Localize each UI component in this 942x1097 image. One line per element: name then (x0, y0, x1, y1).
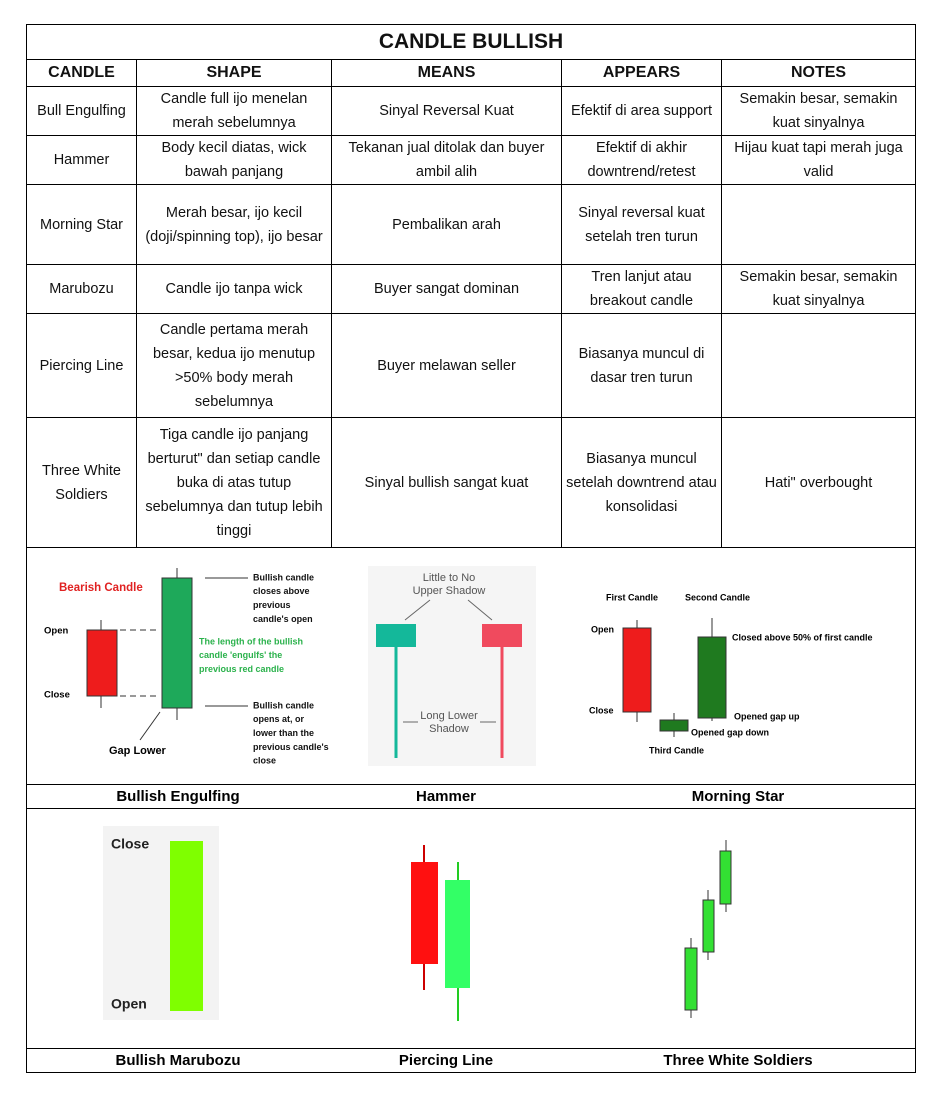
label: Long Lower (420, 710, 478, 722)
table-row: Morning Star Merah besar, ijo kecil (doji… (26, 184, 917, 265)
label: Bullish candle (253, 700, 314, 710)
table-cell: Candle full ijo menelan merah sebelumnya (136, 86, 332, 136)
label: Upper Shadow (413, 585, 486, 597)
table-cell: Candle pertama merah besar, kedua ijo me… (136, 313, 332, 418)
marubozu-figure: Close Open (103, 826, 219, 1020)
label: previous (253, 600, 291, 610)
table-cell (720, 184, 917, 265)
candle-table: CANDLE BULLISH CANDLE SHAPE MEANS APPEARS NO… (25, 24, 917, 548)
table-cell: Hati" overbought (720, 417, 917, 548)
engulfing-figure: Bearish Candle Open Close Gap Lower Bull… (44, 568, 329, 766)
table-row: Piercing Line Candle pertama merah besar,… (26, 313, 917, 418)
column-header: MEANS (331, 59, 562, 87)
column-header: APPEARS (561, 59, 722, 87)
table-cell: Sinyal bullish sangat kuat (331, 417, 562, 548)
table-cell: Buyer sangat dominan (331, 264, 562, 314)
label: Second Candle (685, 592, 750, 602)
table-cell: Tren lanjut atau breakout candle (561, 264, 722, 314)
table-cell: Efektif di area support (561, 86, 722, 136)
caption: Hammer (416, 788, 476, 805)
label: candle's open (253, 614, 313, 624)
label: Bearish Candle (59, 582, 143, 594)
label: Open (591, 624, 614, 634)
label: Close (44, 690, 70, 701)
table-row: Hammer Body kecil diatas, wick bawah panj… (26, 135, 917, 185)
label: Open (44, 626, 68, 637)
label: Closed above 50% of first candle (732, 632, 873, 642)
column-header: NOTES (720, 59, 917, 87)
label: Gap Lower (109, 745, 167, 757)
table-cell: Semakin besar, semakin kuat sinyalnya (720, 264, 917, 314)
column-header: CANDLE (26, 59, 137, 87)
label: candle 'engulfs' the (199, 650, 282, 660)
table-cell: Sinyal Reversal Kuat (331, 86, 562, 136)
label: Little to No (423, 572, 476, 584)
table-cell: Biasanya muncul di dasar tren turun (561, 313, 722, 418)
table-cell: Efektif di akhir downtrend/retest (561, 135, 722, 185)
table-cell: Three White Soldiers (26, 417, 137, 548)
morning-star-figure: First Candle Second Candle Open Close Cl… (589, 592, 873, 755)
table-cell: Marubozu (26, 264, 137, 314)
label: closes above (253, 586, 310, 596)
table-cell: Pembalikan arah (331, 184, 562, 265)
label: Opened gap down (691, 727, 769, 737)
caption: Bullish Marubozu (116, 1052, 241, 1069)
hammer-figure: Little to No Upper Shadow Long Lower Sha… (368, 566, 536, 766)
table-cell: Buyer melawan seller (331, 313, 562, 418)
table-cell: Body kecil diatas, wick bawah panjang (136, 135, 332, 185)
table-cell: Tekanan jual ditolak dan buyer ambil ali… (331, 135, 562, 185)
label: Close (111, 836, 149, 852)
label: The length of the bullish (199, 636, 303, 646)
label: previous red candle (199, 664, 284, 674)
table-cell: Bull Engulfing (26, 86, 137, 136)
table-cell: Merah besar, ijo kecil (doji/spinning to… (136, 184, 332, 265)
table-cell: Hijau kuat tapi merah juga valid (720, 135, 917, 185)
label: Third Candle (649, 745, 704, 755)
label: lower than the (253, 728, 314, 738)
table-cell: Hammer (26, 135, 137, 185)
caption: Piercing Line (399, 1052, 493, 1069)
table-row: Bull Engulfing Candle full ijo menelan me… (26, 86, 917, 136)
label: Close (589, 705, 614, 715)
caption: Bullish Engulfing (116, 788, 239, 805)
table-cell: Morning Star (26, 184, 137, 265)
label: Open (111, 996, 147, 1012)
table-cell: Piercing Line (26, 313, 137, 418)
caption: Morning Star (692, 788, 785, 805)
table-row: Three White Soldiers Tiga candle ijo panj… (26, 417, 917, 548)
table-cell: Candle ijo tanpa wick (136, 264, 332, 314)
label: opens at, or (253, 714, 305, 724)
label: previous candle's (253, 742, 329, 752)
three-soldiers-figure (684, 840, 732, 1018)
table-row: Marubozu Candle ijo tanpa wick Buyer sanga… (26, 264, 917, 314)
table-title: CANDLE BULLISH (25, 24, 917, 60)
table-cell: Tiga candle ijo panjang berturut" dan se… (136, 417, 332, 548)
piercing-figure (411, 845, 470, 1021)
label: Bullish candle (253, 572, 314, 582)
table-cell (720, 313, 917, 418)
column-header: SHAPE (136, 59, 332, 87)
table-cell: Semakin besar, semakin kuat sinyalnya (720, 86, 917, 136)
label: First Candle (606, 592, 658, 602)
label: close (253, 756, 276, 766)
label: Shadow (429, 723, 469, 735)
table-cell: Biasanya muncul setelah downtrend atau k… (561, 417, 722, 548)
table-cell: Sinyal reversal kuat setelah tren turun (561, 184, 722, 265)
label: Opened gap up (734, 711, 800, 721)
caption: Three White Soldiers (663, 1052, 812, 1069)
